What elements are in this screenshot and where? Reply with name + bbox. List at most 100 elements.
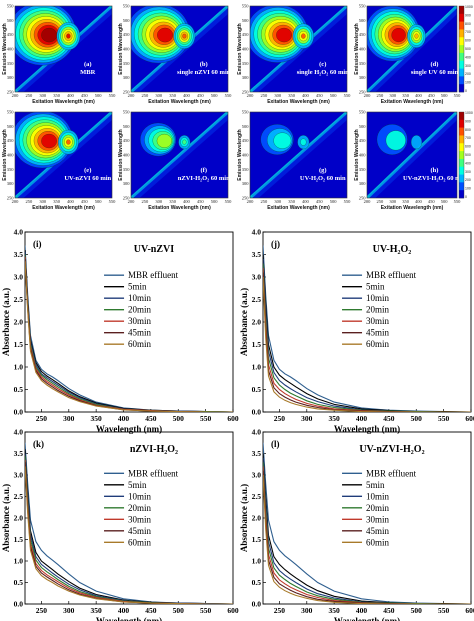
y-tick-label: 550 [242, 4, 250, 9]
series-line [263, 474, 471, 604]
x-tick-label: 600 [465, 606, 474, 615]
colorbar-tick-label: 900 [465, 13, 471, 17]
x-tick-label: 400 [67, 93, 75, 98]
y-tick-label: 450 [7, 138, 15, 143]
colorbar-tick-label: 200 [465, 178, 471, 182]
y-tick-label: 400 [242, 153, 250, 158]
x-axis-label: Exitation Wavelength (nm) [267, 99, 330, 105]
y-tick-label: 300 [242, 75, 250, 80]
contour-level [182, 33, 187, 39]
x-axis-label: Exitation Wavelength (nm) [381, 205, 444, 211]
scatter-band-halo [252, 113, 347, 198]
x-tick-label: 300 [39, 93, 47, 98]
y-tick-label: 300 [242, 181, 250, 186]
legend-label: 10min [366, 293, 390, 303]
y-tick-label: 0.0 [252, 600, 262, 609]
chart-title: UV-H₂O₂ [373, 244, 412, 255]
x-tick-label: 250 [25, 199, 33, 204]
absorbance-panel-l: 0.0 0.5 1.0 1.5 2.0 2.5 3.0 3.5 4.0 250 300 350 400 4… [239, 428, 474, 621]
x-axis-label: Exitation Wavelength (nm) [267, 205, 330, 211]
contour-level [410, 135, 423, 150]
x-tick-label: 300 [274, 199, 282, 204]
colorbar-tick-label: 800 [465, 22, 471, 26]
eem-frame [14, 5, 113, 93]
panel-caption: single nZVI 60 min [177, 69, 231, 76]
series-lines [25, 245, 233, 412]
y-tick-label: 350 [123, 61, 131, 66]
panel-letter: (d) [431, 61, 439, 68]
x-tick-label: 550 [438, 606, 450, 615]
eem-panel-d: 200 250 300 350 400 450 500 5502503003504004505… [354, 4, 473, 106]
legend-label: 60min [366, 537, 390, 547]
eem-frame [130, 5, 229, 93]
y-tick-label: 500 [359, 124, 367, 129]
legend-label: 45min [128, 328, 152, 338]
y-tick-label: 2.5 [252, 492, 262, 501]
contour-level [301, 33, 306, 39]
x-tick-label: 350 [329, 606, 341, 615]
scatter-band-halo [368, 113, 457, 198]
x-tick-label: 600 [465, 414, 474, 423]
x-tick-label: 300 [63, 606, 75, 615]
x-tick-label: 450 [428, 93, 436, 98]
colorbar-step [459, 182, 464, 191]
y-tick-label: 2.0 [14, 514, 24, 523]
eem-frame [249, 111, 348, 199]
panel-caption: MBR [80, 69, 95, 76]
x-tick-label: 500 [330, 199, 338, 204]
x-tick-label: 500 [411, 606, 423, 615]
y-tick-label: 400 [7, 153, 15, 158]
colorbar-tick-label: 400 [465, 55, 471, 59]
contour-level [414, 33, 419, 39]
panel-letter: (e) [84, 167, 91, 174]
x-tick-label: 400 [183, 93, 191, 98]
y-tick-label: 0.5 [14, 385, 24, 394]
legend-label: 60min [128, 537, 152, 547]
y-tick-label: 2.5 [14, 492, 24, 501]
panel-letter: (a) [84, 61, 92, 68]
x-tick-label: 600 [227, 414, 239, 423]
y-tick-label: 450 [123, 32, 131, 37]
scatter-band-halo [368, 7, 457, 92]
colorbar-tick-label: 800 [465, 128, 471, 132]
y-tick-label: 300 [359, 75, 367, 80]
colorbar-tick-label: 500 [465, 47, 471, 51]
x-axis-label: Wavelength (nm) [334, 616, 400, 621]
y-tick-label: 250 [359, 90, 367, 95]
y-tick-label: 550 [242, 110, 250, 115]
x-tick-label: 350 [402, 93, 410, 98]
y-tick-label: 500 [242, 18, 250, 23]
legend-label: 30min [366, 316, 390, 326]
y-axis-label: Emission Wavelength [118, 129, 124, 181]
x-tick-label: 550 [454, 93, 462, 98]
x-tick-label: 300 [63, 414, 75, 423]
x-axis-label: Exitation Wavelength (nm) [148, 99, 211, 105]
y-tick-label: 1.0 [252, 557, 262, 566]
y-tick-label: 2.0 [14, 318, 24, 327]
x-tick-label: 300 [155, 93, 163, 98]
series-line [25, 466, 233, 604]
y-tick-label: 500 [123, 18, 131, 23]
y-tick-label: 3.5 [252, 250, 262, 259]
x-tick-label: 600 [227, 606, 239, 615]
x-tick-label: 300 [301, 606, 313, 615]
colorbar-step [459, 52, 464, 62]
y-tick-label: 350 [7, 61, 15, 66]
eem-contours [367, 112, 457, 198]
colorbar-step [459, 127, 464, 136]
panel-letter: (k) [33, 439, 44, 449]
x-tick-label: 250 [376, 93, 384, 98]
legend-label: 5min [128, 480, 147, 490]
y-tick-label: 350 [242, 61, 250, 66]
x-tick-label: 250 [274, 414, 286, 423]
colorbar-tick-label: 0 [465, 195, 467, 199]
y-tick-label: 550 [123, 110, 131, 115]
x-tick-label: 550 [225, 199, 233, 204]
eem-contours [367, 6, 457, 92]
x-axis-label: Exitation Wavelength (nm) [381, 99, 444, 105]
colorbar-step [459, 13, 464, 22]
panel-letter: (c) [319, 61, 326, 68]
y-tick-label: 450 [359, 32, 367, 37]
y-tick-label: 450 [242, 138, 250, 143]
x-tick-label: 200 [247, 199, 255, 204]
